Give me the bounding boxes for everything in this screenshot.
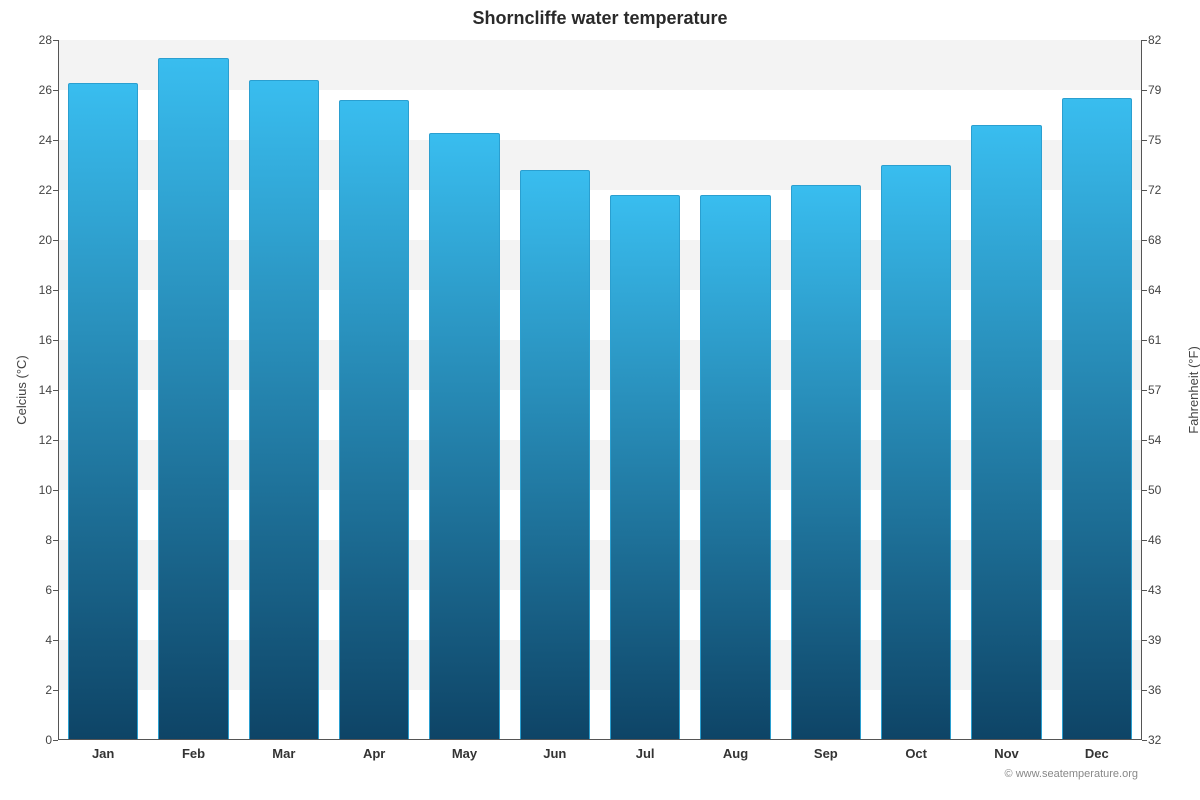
x-tick: Jan — [92, 746, 114, 761]
y-tick-mark — [53, 240, 58, 241]
bar — [520, 170, 590, 740]
y-tick-mark — [1142, 590, 1147, 591]
y-tick-mark — [53, 540, 58, 541]
x-tick: Sep — [814, 746, 838, 761]
y-tick-mark — [1142, 690, 1147, 691]
y-tick-mark — [53, 190, 58, 191]
x-tick: Aug — [723, 746, 748, 761]
y-tick-right: 43 — [1148, 584, 1161, 596]
y-tick-mark — [1142, 90, 1147, 91]
y-tick-right: 82 — [1148, 34, 1161, 46]
y-tick-left: 2 — [45, 684, 52, 696]
bar — [339, 100, 409, 740]
x-tick: Nov — [994, 746, 1019, 761]
y-tick-left: 22 — [39, 184, 52, 196]
chart-title: Shorncliffe water temperature — [0, 0, 1200, 29]
y-tick-right: 32 — [1148, 734, 1161, 746]
bar — [68, 83, 138, 741]
y-tick-right: 36 — [1148, 684, 1161, 696]
x-tick: Feb — [182, 746, 205, 761]
y-tick-mark — [1142, 40, 1147, 41]
y-tick-mark — [1142, 740, 1147, 741]
bar — [971, 125, 1041, 740]
y-tick-right: 61 — [1148, 334, 1161, 346]
y-tick-left: 16 — [39, 334, 52, 346]
y-tick-mark — [53, 440, 58, 441]
y-axis-right: 323639434650545761646872757982 — [1142, 40, 1200, 740]
y-tick-left: 0 — [45, 734, 52, 746]
y-tick-right: 64 — [1148, 284, 1161, 296]
bar — [610, 195, 680, 740]
y-tick-left: 26 — [39, 84, 52, 96]
y-tick-mark — [1142, 490, 1147, 491]
axis-line-bottom — [58, 739, 1142, 740]
bar — [700, 195, 770, 740]
y-tick-right: 46 — [1148, 534, 1161, 546]
y-tick-left: 28 — [39, 34, 52, 46]
y-tick-right: 54 — [1148, 434, 1161, 446]
x-tick: Oct — [905, 746, 927, 761]
axis-line-left — [58, 40, 59, 740]
x-tick: Apr — [363, 746, 385, 761]
y-tick-left: 14 — [39, 384, 52, 396]
y-tick-mark — [53, 40, 58, 41]
y-tick-mark — [1142, 190, 1147, 191]
y-tick-left: 4 — [45, 634, 52, 646]
bar — [249, 80, 319, 740]
y-tick-mark — [53, 640, 58, 641]
bars-group — [58, 40, 1142, 740]
y-tick-right: 50 — [1148, 484, 1161, 496]
y-tick-mark — [53, 340, 58, 341]
x-tick: Dec — [1085, 746, 1109, 761]
y-tick-mark — [1142, 140, 1147, 141]
x-tick: Jul — [636, 746, 655, 761]
y-tick-right: 79 — [1148, 84, 1161, 96]
y-tick-left: 20 — [39, 234, 52, 246]
y-tick-mark — [1142, 540, 1147, 541]
y-tick-left: 8 — [45, 534, 52, 546]
y-tick-mark — [53, 90, 58, 91]
plot-area — [58, 40, 1142, 740]
credit-text: © www.seatemperature.org — [1005, 768, 1138, 780]
y-tick-left: 24 — [39, 134, 52, 146]
y-tick-left: 18 — [39, 284, 52, 296]
x-tick: Mar — [272, 746, 295, 761]
y-tick-mark — [53, 490, 58, 491]
y-axis-left: 0246810121416182022242628 — [0, 40, 58, 740]
y-tick-mark — [53, 140, 58, 141]
bar — [429, 133, 499, 741]
y-tick-mark — [1142, 240, 1147, 241]
x-tick: May — [452, 746, 477, 761]
y-tick-mark — [53, 740, 58, 741]
y-tick-mark — [1142, 340, 1147, 341]
y-tick-mark — [53, 390, 58, 391]
x-tick: Jun — [543, 746, 566, 761]
y-tick-mark — [53, 690, 58, 691]
y-tick-right: 39 — [1148, 634, 1161, 646]
bar — [881, 165, 951, 740]
bar — [791, 185, 861, 740]
bar — [158, 58, 228, 741]
y-tick-left: 10 — [39, 484, 52, 496]
chart-container: Shorncliffe water temperature Celcius (°… — [0, 0, 1200, 800]
y-tick-mark — [1142, 290, 1147, 291]
y-tick-left: 12 — [39, 434, 52, 446]
y-tick-mark — [53, 290, 58, 291]
y-tick-right: 57 — [1148, 384, 1161, 396]
y-tick-mark — [53, 590, 58, 591]
y-tick-left: 6 — [45, 584, 52, 596]
y-tick-mark — [1142, 390, 1147, 391]
y-tick-right: 68 — [1148, 234, 1161, 246]
y-tick-mark — [1142, 640, 1147, 641]
bar — [1062, 98, 1132, 741]
y-tick-right: 72 — [1148, 184, 1161, 196]
y-tick-mark — [1142, 440, 1147, 441]
y-tick-right: 75 — [1148, 134, 1161, 146]
